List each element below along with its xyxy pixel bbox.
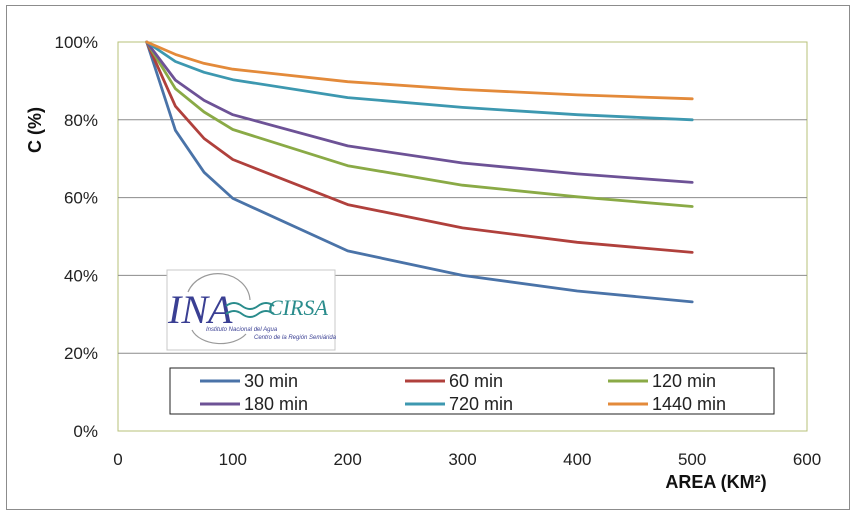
logo-ina-text: INA xyxy=(167,287,233,332)
x-axis-ticks: 0 100 200 300 400 500 600 xyxy=(113,450,821,469)
y-axis-title: C (%) xyxy=(25,107,45,153)
series-line-1440-min xyxy=(145,40,694,101)
x-tick-label: 300 xyxy=(448,450,476,469)
logo-wave-icon-2 xyxy=(225,310,275,318)
y-tick-label: 0% xyxy=(73,422,98,441)
y-tick-label: 100% xyxy=(55,33,98,52)
legend-label: 180 min xyxy=(244,394,308,414)
logo-ring-arc-lower xyxy=(191,329,247,345)
y-tick-label: 40% xyxy=(64,266,98,285)
x-tick-label: 100 xyxy=(219,450,247,469)
legend-label: 1440 min xyxy=(652,394,726,414)
logo-wave-icon xyxy=(225,302,275,310)
logo-subtitle-line1: Instituto Nacional del Agua xyxy=(206,327,278,333)
x-tick-label: 400 xyxy=(563,450,591,469)
legend: 30 min 60 min 120 min 180 min 720 min 1440 mi… xyxy=(169,367,775,415)
series-line-120-min xyxy=(145,40,694,208)
ina-cirsa-logo: INA CIRSA Instituto Nacional del Agua Ce… xyxy=(166,269,337,351)
series-line-30-min xyxy=(145,40,694,304)
x-tick-label: 500 xyxy=(678,450,706,469)
legend-label: 720 min xyxy=(449,394,513,414)
legend-label: 60 min xyxy=(449,371,503,391)
y-tick-label: 80% xyxy=(64,111,98,130)
series-line-720-min xyxy=(145,40,694,122)
series-lines xyxy=(145,40,694,304)
y-axis-ticks: 0% 20% 40% 60% 80% 100% xyxy=(55,33,98,441)
series-line-180-min xyxy=(145,40,694,184)
y-tick-label: 60% xyxy=(64,189,98,208)
logo-subtitle-line2: Centro de la Región Semiárida xyxy=(254,335,337,341)
legend-box xyxy=(169,367,775,415)
logo-cirsa-text: CIRSA xyxy=(268,295,328,320)
x-axis-title: AREA (KM²) xyxy=(665,472,766,492)
y-tick-label: 20% xyxy=(64,344,98,363)
logo-ring-arc xyxy=(187,273,251,301)
x-tick-label: 200 xyxy=(333,450,361,469)
legend-label: 30 min xyxy=(244,371,298,391)
x-tick-label: 600 xyxy=(793,450,821,469)
logo-background xyxy=(166,269,336,351)
x-tick-label: 0 xyxy=(113,450,122,469)
series-line-60-min xyxy=(145,40,694,254)
legend-label: 120 min xyxy=(652,371,716,391)
